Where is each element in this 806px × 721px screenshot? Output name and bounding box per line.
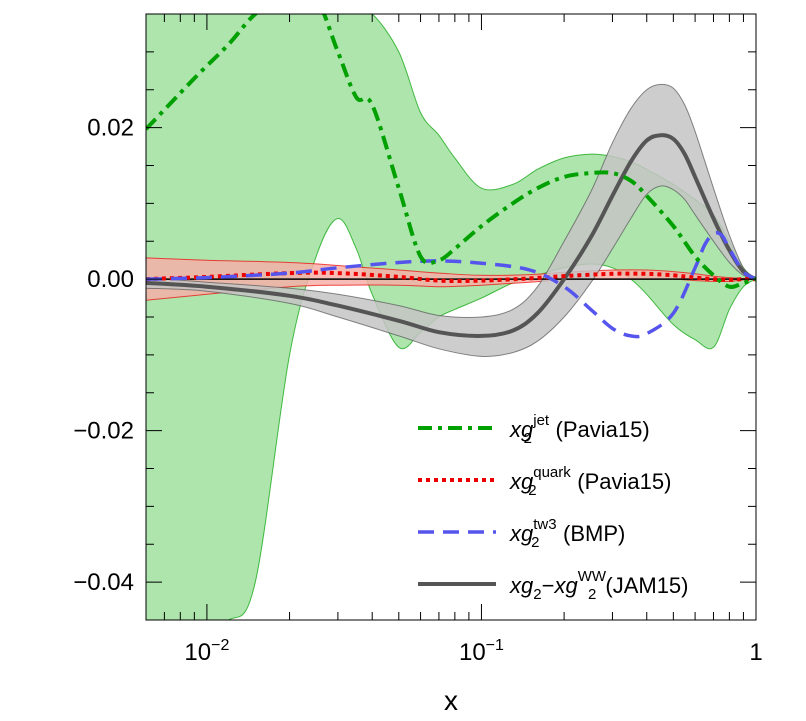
y-tick-label: 0.00 <box>87 266 134 293</box>
legend-entry-tw3: xgtw3 2 (BMP) <box>509 516 625 551</box>
y-tick-label: −0.02 <box>73 418 134 445</box>
series-lines <box>146 14 756 339</box>
x-tick-label: 10−2 <box>184 637 229 666</box>
series-line-tw3 <box>146 231 756 339</box>
x-tick-label: 10−1 <box>459 637 504 666</box>
tick-labels: 10−2 10−1 1 0.02 0.00 −0.02 −0.04 <box>73 115 762 666</box>
y-tick-label: 0.02 <box>87 115 134 142</box>
legend-entry-JAM15: xg2−xgWW 2 (JAM15) <box>509 568 689 603</box>
axis-ticks <box>145 13 757 621</box>
series-line-JAM15 <box>146 133 756 338</box>
x-tick-label: 1 <box>749 639 762 666</box>
x-axis-title: x <box>444 685 458 716</box>
legend: xgjet 2 (Pavia15) xgquark 2 (Pavia15) xgtw3 2… <box>418 412 689 603</box>
legend-entry-quark: xgquark 2 (Pavia15) <box>509 464 671 499</box>
series-line-jet <box>146 14 756 289</box>
legend-entry-jet: xgjet 2 (Pavia15) <box>509 412 650 447</box>
y-tick-label: −0.04 <box>73 569 134 596</box>
series-line-quark <box>146 270 756 284</box>
